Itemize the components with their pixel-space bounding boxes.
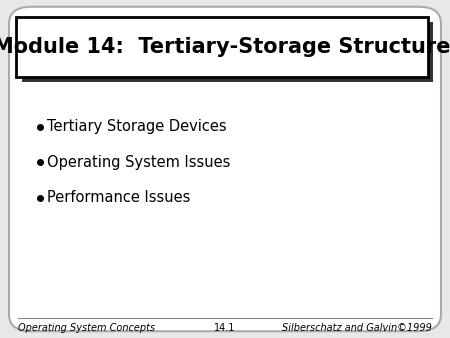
Text: Operating System Concepts: Operating System Concepts [18, 323, 155, 333]
Text: Silberschatz and Galvin©1999: Silberschatz and Galvin©1999 [282, 323, 432, 333]
Text: Tertiary Storage Devices: Tertiary Storage Devices [47, 119, 227, 134]
Text: Performance Issues: Performance Issues [47, 190, 191, 205]
Text: Operating System Issues: Operating System Issues [47, 155, 230, 170]
Text: Module 14:  Tertiary-Storage Structure: Module 14: Tertiary-Storage Structure [0, 37, 450, 57]
Text: 14.1: 14.1 [214, 323, 236, 333]
FancyBboxPatch shape [16, 17, 427, 77]
FancyBboxPatch shape [22, 22, 433, 82]
